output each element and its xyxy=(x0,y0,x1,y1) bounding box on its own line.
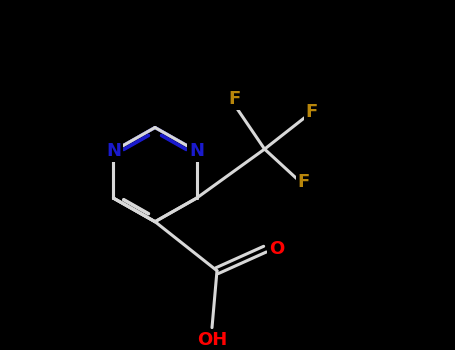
Text: O: O xyxy=(269,240,285,258)
Text: N: N xyxy=(189,142,204,160)
Text: F: F xyxy=(298,174,310,191)
Text: N: N xyxy=(106,142,121,160)
Text: OH: OH xyxy=(197,331,227,349)
Text: F: F xyxy=(228,90,241,108)
Text: F: F xyxy=(305,103,318,121)
